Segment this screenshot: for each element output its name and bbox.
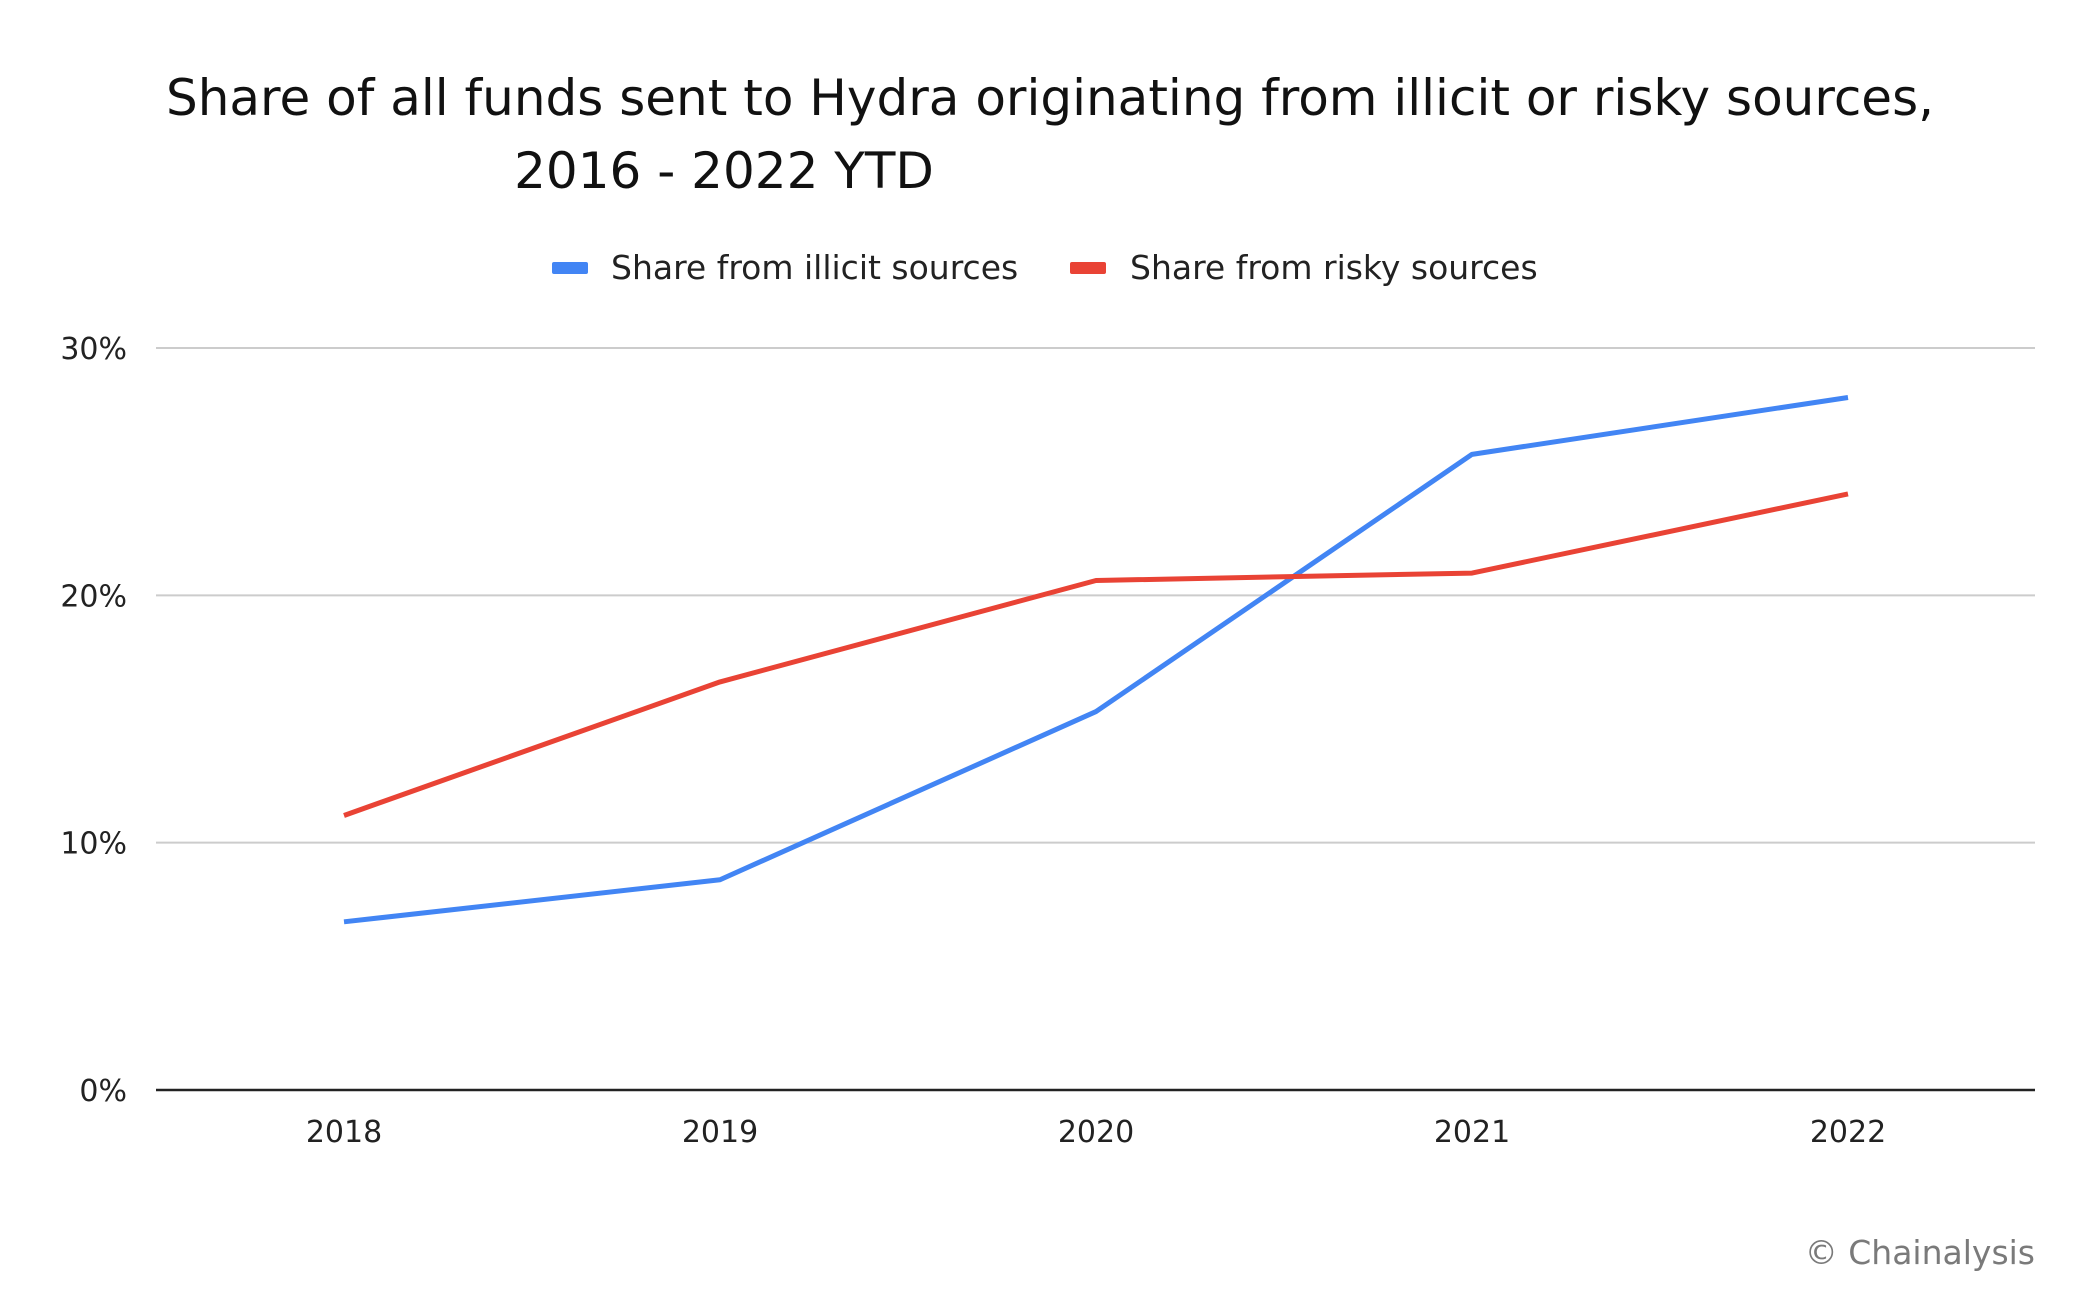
chainalysis-credit: © Chainalysis (1805, 1233, 2035, 1272)
gridlines (156, 347, 2035, 844)
series-lines (343, 394, 1849, 925)
x-tick-label: 2019 (682, 1115, 758, 1150)
x-tick-label: 2018 (306, 1115, 382, 1150)
y-tick-label: 20% (60, 579, 127, 614)
chart-title-line-1: Share of all funds sent to Hydra origina… (166, 69, 1934, 127)
legend-label-illicit: Share from illicit sources (611, 248, 1018, 287)
x-tick-label: 2020 (1058, 1115, 1134, 1150)
y-tick-label: 0% (79, 1074, 127, 1109)
series-line-risky (343, 491, 1849, 818)
chart-title: Share of all funds sent to Hydra origina… (166, 69, 1934, 200)
legend-swatch-illicit (552, 262, 588, 274)
y-axis-tick-labels: 0% 10% 20% 30% (60, 332, 127, 1109)
legend-label-risky: Share from risky sources (1130, 248, 1538, 287)
x-axis-tick-labels: 2018 2019 2020 2021 2022 (306, 1115, 1886, 1150)
legend-swatch-risky (1070, 262, 1106, 274)
y-tick-label: 30% (60, 332, 127, 367)
x-tick-label: 2021 (1434, 1115, 1510, 1150)
x-tick-label: 2022 (1810, 1115, 1886, 1150)
y-tick-label: 10% (60, 827, 127, 862)
series-line-illicit (343, 394, 1849, 925)
chart-title-line-2: 2016 - 2022 YTD (514, 142, 934, 200)
legend: Share from illicit sources Share from ri… (552, 248, 1538, 287)
